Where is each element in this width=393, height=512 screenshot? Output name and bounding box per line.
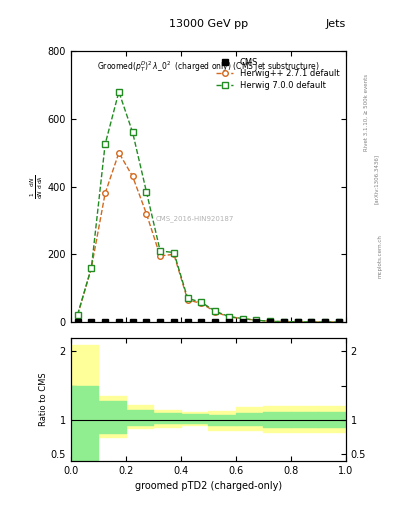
Text: CMS_2016-HIN920187: CMS_2016-HIN920187 bbox=[155, 216, 234, 222]
Text: Jets: Jets bbox=[325, 19, 346, 29]
Text: [arXiv:1306.3436]: [arXiv:1306.3436] bbox=[373, 154, 378, 204]
X-axis label: groomed pTD2 (charged-only): groomed pTD2 (charged-only) bbox=[135, 481, 282, 491]
Text: Rivet 3.1.10, ≥ 500k events: Rivet 3.1.10, ≥ 500k events bbox=[364, 74, 369, 151]
Text: Groomed$(p_T^D)^2\,\lambda\_0^2$  (charged only) (CMS jet substructure): Groomed$(p_T^D)^2\,\lambda\_0^2$ (charge… bbox=[97, 59, 320, 74]
Y-axis label: Ratio to CMS: Ratio to CMS bbox=[39, 372, 48, 426]
Text: 13000 GeV pp: 13000 GeV pp bbox=[169, 19, 248, 29]
Y-axis label: $\frac{1}{\mathrm{d}N}\,\frac{\mathrm{d}N}{\mathrm{d}\,\mathrm{d}\lambda}$: $\frac{1}{\mathrm{d}N}\,\frac{\mathrm{d}… bbox=[28, 175, 44, 199]
Text: mcplots.cern.ch: mcplots.cern.ch bbox=[377, 234, 382, 278]
Legend: CMS, Herwig++ 2.7.1 default, Herwig 7.0.0 default: CMS, Herwig++ 2.7.1 default, Herwig 7.0.… bbox=[214, 55, 342, 92]
